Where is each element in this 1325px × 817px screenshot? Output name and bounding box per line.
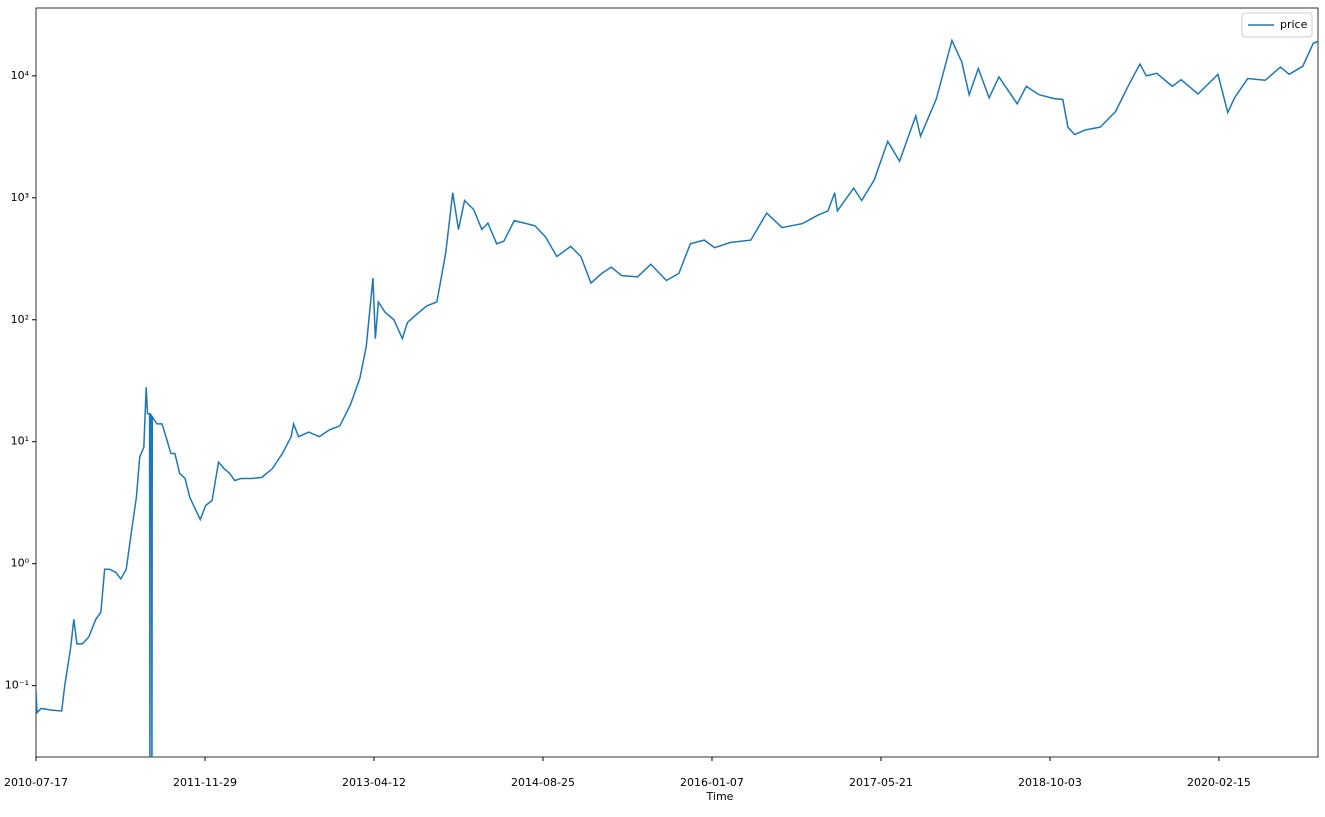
y-tick-label: 10⁴ <box>11 69 30 82</box>
legend: price <box>1241 12 1313 38</box>
plot-frame <box>35 7 1319 758</box>
x-tick-label: 2018-10-03 <box>1018 776 1082 789</box>
y-tick-label: 10⁻¹ <box>5 679 29 692</box>
x-tick-label: 2010-07-17 <box>4 776 68 789</box>
x-tick-label: 2020-02-15 <box>1187 776 1251 789</box>
legend-label: price <box>1280 18 1308 31</box>
x-axis-label: Time <box>706 790 734 803</box>
price-line <box>36 38 1318 757</box>
x-tick-label: 2017-05-21 <box>849 776 913 789</box>
y-tick-label: 10² <box>11 313 29 326</box>
y-tick-label: 10³ <box>11 191 29 204</box>
legend-box <box>1241 12 1313 38</box>
y-tick-label: 10⁰ <box>11 557 30 570</box>
x-tick-label: 2016-01-07 <box>680 776 744 789</box>
x-tick-label: 2011-11-29 <box>173 776 237 789</box>
x-tick-label: 2014-08-25 <box>511 776 575 789</box>
x-tick-label: 2013-04-12 <box>342 776 406 789</box>
y-tick-label: 10¹ <box>11 435 29 448</box>
